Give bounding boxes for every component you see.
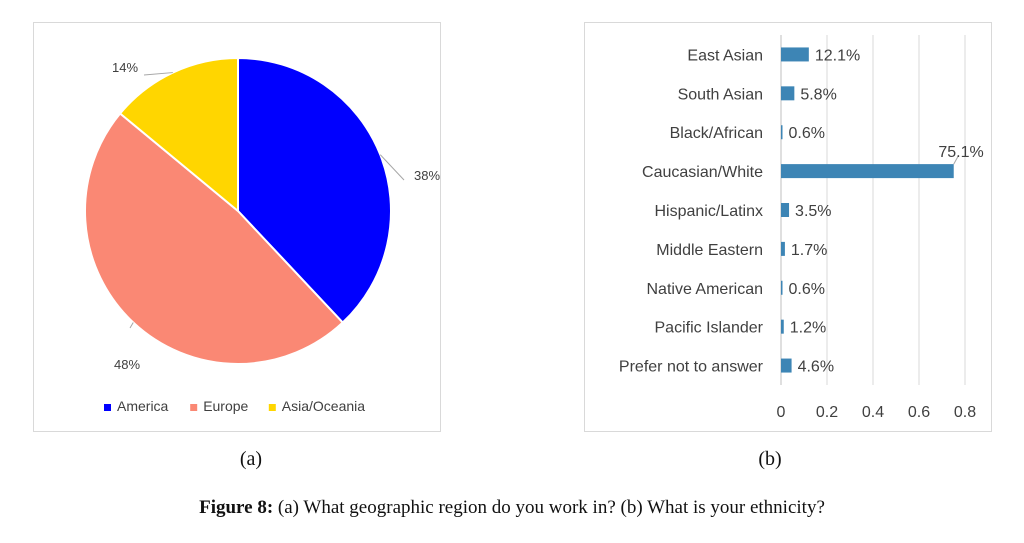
data-label-pacific-islander: 1.2% <box>790 320 826 337</box>
category-label-caucasian-white: Caucasian/White <box>642 164 763 181</box>
category-label-prefer-not-to-answer: Prefer not to answer <box>619 359 764 376</box>
bar-chart: 0 0.2 0.4 0.6 0.8 East Asian 12.1% South Asian 5… <box>619 35 984 421</box>
bar-caucasian-white <box>781 164 954 179</box>
bar-east-asian <box>781 47 809 62</box>
category-label-native-american: Native American <box>647 281 764 298</box>
data-label-black-african: 0.6% <box>789 125 825 142</box>
pie-slice-asia-oceania <box>118 56 239 214</box>
data-label-middle-eastern: 1.7% <box>791 242 827 259</box>
legend-label-america: America <box>117 398 169 414</box>
bar-middle-eastern <box>781 241 785 256</box>
pie-slice-america <box>237 56 392 324</box>
category-label-black-african: Black/African <box>670 125 763 142</box>
pie-slice-europe <box>84 112 345 365</box>
x-tick-label: 0.2 <box>816 404 838 421</box>
category-label-south-asian: South Asian <box>678 86 763 103</box>
legend-swatch-europe <box>190 404 198 411</box>
pie-data-label-europe: 48% <box>114 357 140 372</box>
pie-data-label-america: 38% <box>414 168 440 183</box>
leader-line <box>129 322 134 329</box>
category-label-pacific-islander: Pacific Islander <box>655 320 764 337</box>
data-label-native-american: 0.6% <box>789 281 825 298</box>
legend-label-europe: Europe <box>203 398 248 414</box>
x-tick-label: 0.4 <box>862 404 884 421</box>
x-tick-label: 0 <box>777 404 786 421</box>
category-label-hispanic-latinx: Hispanic/Latinx <box>655 203 764 220</box>
bar-pacific-islander <box>781 319 784 334</box>
x-tick-label: 0.8 <box>954 404 976 421</box>
pie-chart: 38% 48% 14% America Europe Asia/Oceania <box>84 56 440 414</box>
bar-prefer-not-to-answer <box>781 358 792 373</box>
pie-data-label-asia-oceania: 14% <box>112 60 138 75</box>
leader-line <box>143 72 173 76</box>
category-label-middle-eastern: Middle Eastern <box>656 242 763 259</box>
category-label-east-asian: East Asian <box>687 47 763 64</box>
data-label-east-asian: 12.1% <box>815 47 860 64</box>
caption-prefix: Figure 8: <box>199 497 274 518</box>
legend-swatch-america <box>104 404 111 411</box>
data-label-caucasian-white: 75.1% <box>938 144 983 161</box>
subfigure-label-a: (a) <box>239 448 263 470</box>
data-label-leader <box>953 154 960 165</box>
bar-chart-panel: 0 0.2 0.4 0.6 0.8 East Asian 12.1% South Asian 5… <box>584 22 992 432</box>
pie-chart-panel: 38% 48% 14% America Europe Asia/Oceania <box>33 22 441 432</box>
figure-caption: Figure 8: (a) What geographic region do … <box>0 497 1024 519</box>
data-label-hispanic-latinx: 3.5% <box>795 203 831 220</box>
legend-label-asia-oceania: Asia/Oceania <box>282 398 365 414</box>
bar-hispanic-latinx <box>781 203 790 217</box>
bar-south-asian <box>781 86 795 101</box>
bar-native-american <box>781 280 783 295</box>
legend-swatch-asia-oceania <box>268 404 276 411</box>
bar-black-african <box>781 125 783 140</box>
subfigure-label-b: (b) <box>758 448 782 470</box>
data-label-south-asian: 5.8% <box>800 86 836 103</box>
caption-text: (a) What geographic region do you work i… <box>277 497 825 518</box>
data-label-prefer-not-to-answer: 4.6% <box>798 359 834 376</box>
x-tick-label: 0.6 <box>908 404 930 421</box>
leader-line <box>379 154 405 181</box>
